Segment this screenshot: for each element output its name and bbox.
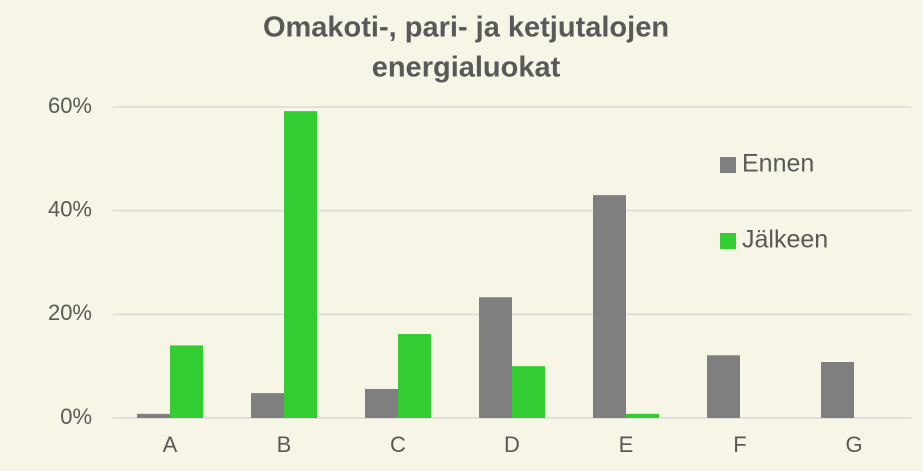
legend-swatch [720, 233, 736, 249]
bar [398, 334, 431, 418]
bar [593, 195, 626, 418]
y-tick-label: 40% [48, 196, 92, 221]
x-tick-label: B [277, 432, 292, 457]
bar [284, 111, 317, 418]
y-tick-label: 0% [60, 404, 92, 429]
x-tick-label: D [504, 432, 520, 457]
bar [512, 366, 545, 418]
y-tick-label: 60% [48, 93, 92, 118]
legend-swatch [720, 157, 736, 173]
bar [707, 355, 740, 418]
bar [170, 345, 203, 418]
chart-title: energialuokat [372, 52, 561, 84]
x-tick-label: G [845, 432, 862, 457]
legend-label: Ennen [742, 150, 814, 178]
x-tick-label: E [619, 432, 634, 457]
bar [626, 413, 659, 418]
bar [137, 413, 170, 418]
legend-label: Jälkeen [742, 226, 828, 254]
chart-title: Omakoti-, pari- ja ketjutalojen [263, 12, 669, 44]
bar [251, 393, 284, 418]
bar [365, 388, 398, 418]
x-tick-label: C [390, 432, 406, 457]
x-tick-label: A [163, 432, 178, 457]
bar [479, 297, 512, 418]
y-tick-label: 20% [48, 300, 92, 325]
bar [821, 362, 854, 418]
x-tick-label: F [733, 432, 746, 457]
